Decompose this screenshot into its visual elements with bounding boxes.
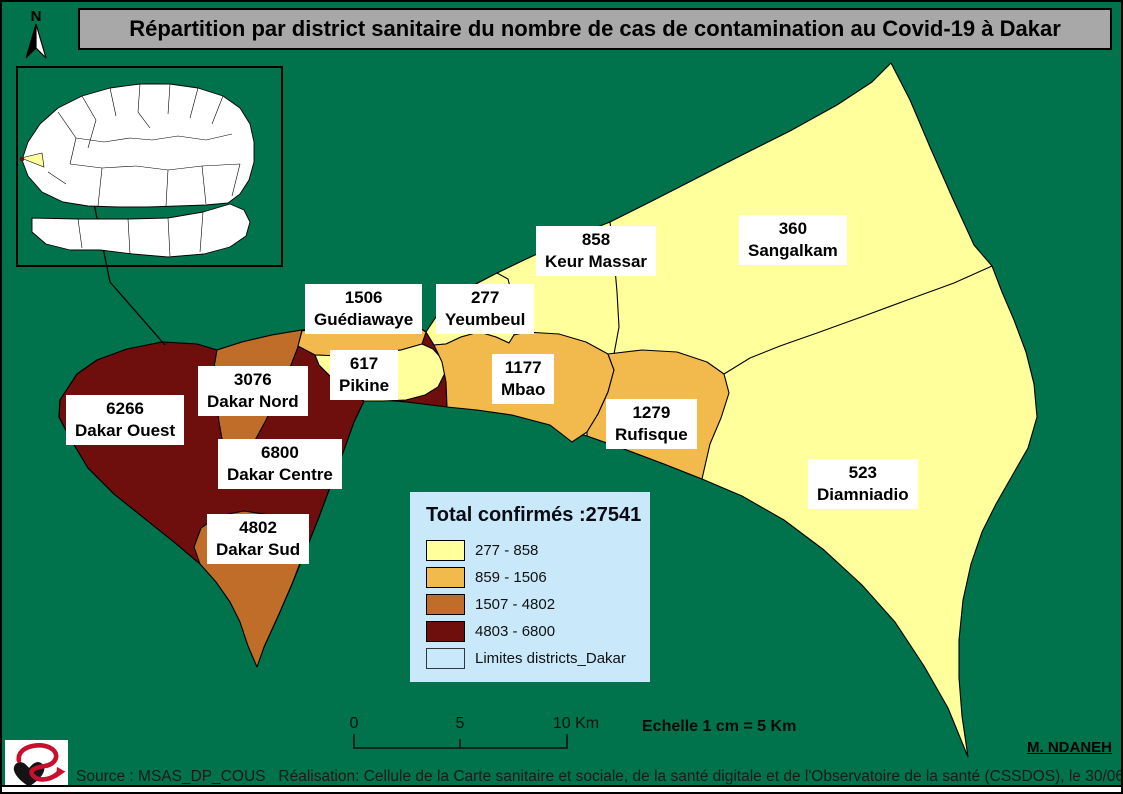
- source-attribution: Source : MSAS_DP_COUS Réalisation: Cellu…: [76, 768, 1123, 785]
- district-label-guediawaye: 1506 Guédiawaye: [305, 284, 423, 335]
- border-sangalkam-diamniadio: [723, 265, 993, 375]
- district-label-dakar-centre: 6800 Dakar Centre: [218, 439, 342, 490]
- legend-swatch-class4: [426, 621, 465, 642]
- senegal-district-lines: [47, 83, 241, 257]
- legend: Total confirmés :27541 277 - 858 859 - 1…: [410, 492, 650, 682]
- district-label-rufisque: 1279 Rufisque: [606, 399, 697, 450]
- scale-tick-5: 5: [456, 715, 465, 732]
- scale-tick-10: 10 Km: [553, 715, 599, 732]
- legend-title: Total confirmés :27541: [426, 504, 642, 526]
- district-label-sangalkam: 360 Sangalkam: [739, 215, 847, 266]
- senegal-outline-map: [19, 83, 255, 258]
- health-ministry-logo: [5, 740, 68, 792]
- scale-note: Echelle 1 cm = 5 Km: [642, 718, 797, 735]
- senegal-south-shape: [31, 203, 251, 258]
- district-label-pikine: 617 Pikine: [330, 350, 399, 401]
- legend-row: 1507 - 4802: [426, 591, 650, 618]
- scale-tick-0: 0: [350, 715, 359, 732]
- district-label-dakar-ouest: 6266 Dakar Ouest: [66, 395, 185, 446]
- snake-logo-icon: [13, 742, 66, 787]
- legend-row: 277 - 858: [426, 537, 650, 564]
- district-label-dakar-sud: 4802 Dakar Sud: [207, 514, 310, 565]
- inset-leader-line: [87, 173, 166, 346]
- legend-swatch-class2: [426, 567, 465, 588]
- legend-row: 859 - 1506: [426, 564, 650, 591]
- legend-swatch-class3: [426, 594, 465, 615]
- district-label-yeumbeul: 277 Yeumbeul: [436, 284, 535, 335]
- district-label-dakar-nord: 3076 Dakar Nord: [198, 366, 308, 417]
- district-label-mbao: 1177 Mbao: [492, 354, 555, 405]
- district-label-keur-massar: 858 Keur Massar: [536, 226, 657, 277]
- district-label-diamniadio: 523 Diamniadio: [808, 459, 918, 510]
- scale-bar: 0 5 10 Km: [350, 715, 599, 749]
- inset-dakar-highlight: [19, 152, 45, 168]
- north-arrow-label: N: [31, 8, 42, 25]
- map-title: Répartition par district sanitaire du no…: [78, 8, 1112, 50]
- senegal-north-shape: [21, 83, 255, 208]
- legend-swatch-class1: [426, 540, 465, 561]
- inset-map-senegal: [16, 66, 283, 267]
- bottom-margin-strip: [2, 785, 1121, 792]
- legend-row: Limites districts_Dakar: [426, 645, 650, 672]
- legend-swatch-district-limits: [426, 648, 465, 669]
- north-arrow-icon: N: [25, 8, 47, 59]
- legend-row: 4803 - 6800: [426, 618, 650, 645]
- author-credit: M. NDANEH: [1027, 739, 1112, 756]
- inset-dakar-hotspot: [19, 156, 25, 162]
